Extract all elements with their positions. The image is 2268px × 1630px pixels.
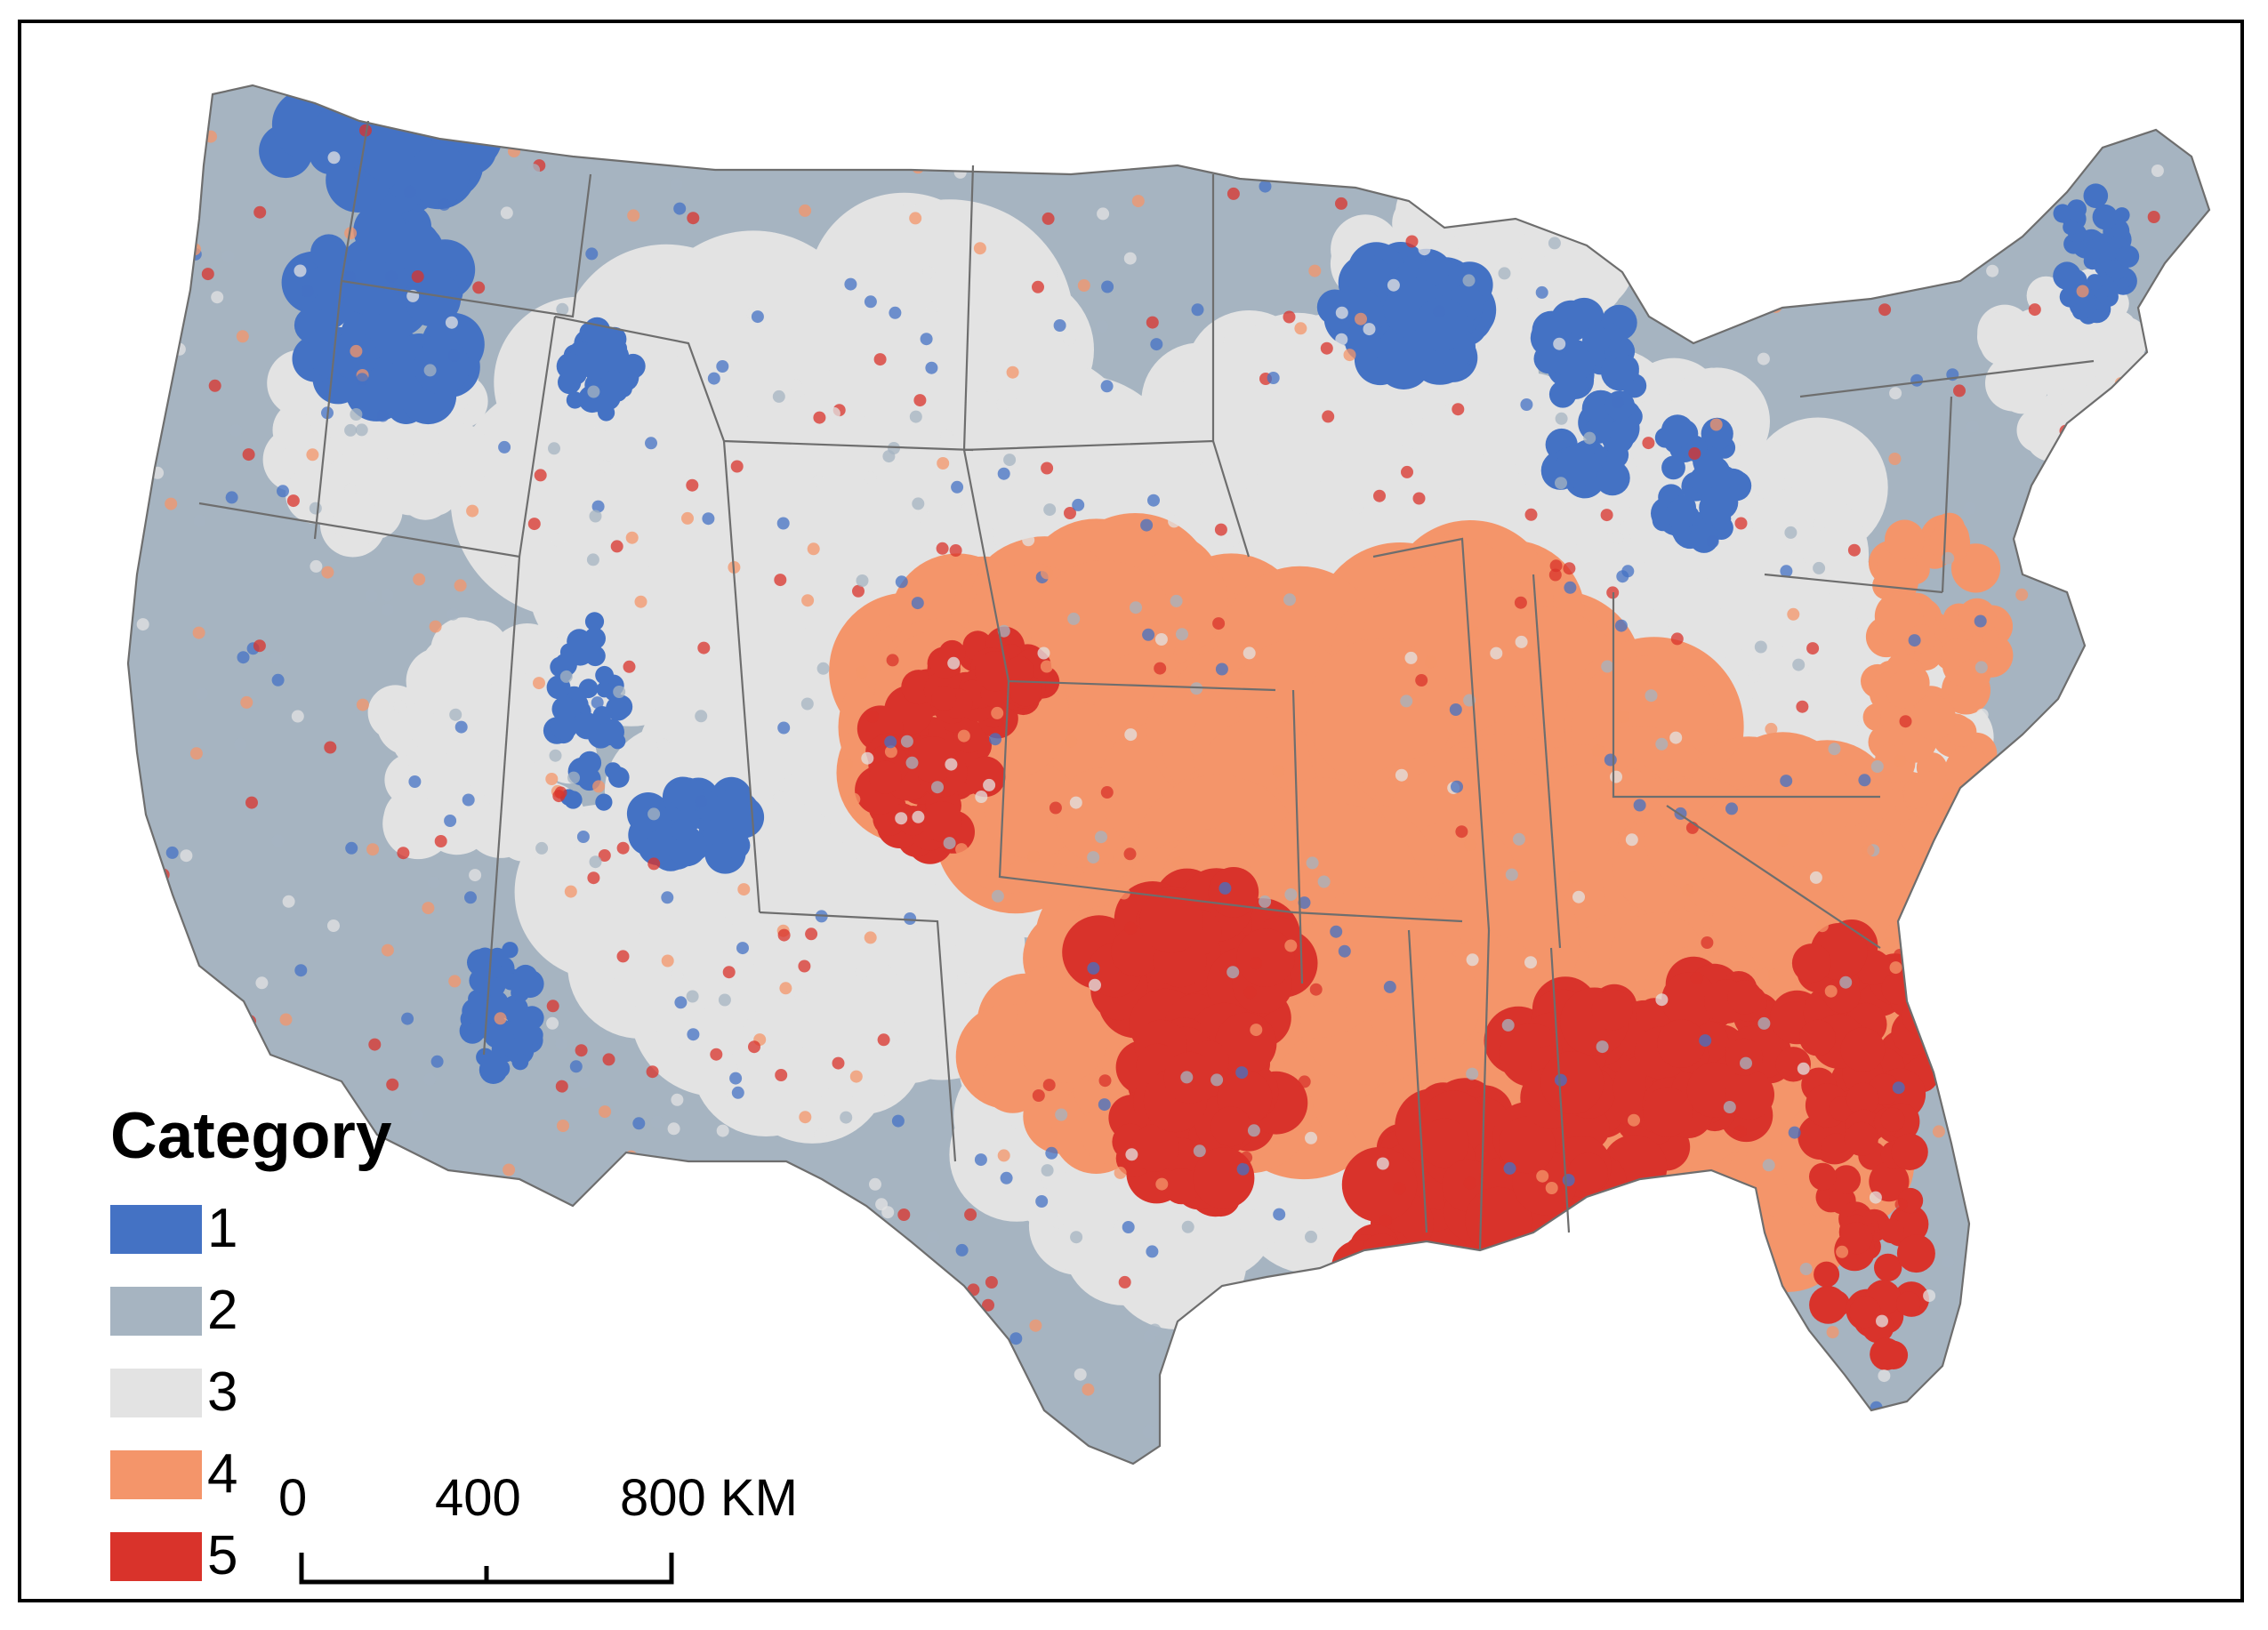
legend-item-4: 4 [110,1433,391,1515]
legend-swatch-4 [110,1449,202,1499]
scale-bar-line [299,1553,674,1585]
legend-label-5: 5 [207,1525,238,1586]
category-1-region-2 [556,317,646,422]
legend-item-3: 3 [110,1352,391,1433]
scale-label-0: 0 [278,1469,308,1527]
category-1-region-7 [543,612,633,811]
legend-label-4: 4 [207,1443,238,1505]
category-5-region-7 [1809,1073,1935,1370]
category-1-region-3 [1316,242,1497,389]
legend-label-3: 3 [207,1361,238,1423]
category-1-region-8 [626,776,765,874]
map-legend: Category 1 2 3 4 5 [110,1104,391,1597]
legend-swatch-1 [110,1204,202,1254]
scale-label-400: 400 [435,1469,521,1527]
legend-title: Category [110,1100,392,1172]
scale-bar: 0 400 800 KM [278,1468,798,1593]
national-outline [126,84,2211,1465]
us-hexbin-map [126,84,2211,1465]
legend-swatch-5 [110,1531,202,1581]
category-1-region-5 [1651,414,1752,553]
map-frame: Category 1 2 3 4 5 0 400 800 KM [18,20,2244,1602]
legend-swatch-3 [110,1368,202,1417]
legend-label-2: 2 [207,1280,238,1341]
category-3-region-7 [1977,269,2153,462]
legend-swatch-2 [110,1286,202,1336]
legend-item-5: 5 [110,1515,391,1597]
legend-item-2: 2 [110,1270,391,1352]
scale-label-800: 800 KM [620,1469,798,1527]
state-boundaries [198,120,2095,1251]
category-4-region-5 [1861,512,2014,823]
legend-item-1: 1 [110,1188,391,1270]
category-1-region-6 [2053,183,2140,325]
category-1-region-9 [459,942,544,1084]
legend-label-1: 1 [207,1198,238,1259]
category-5-region-1 [1062,867,1318,1082]
